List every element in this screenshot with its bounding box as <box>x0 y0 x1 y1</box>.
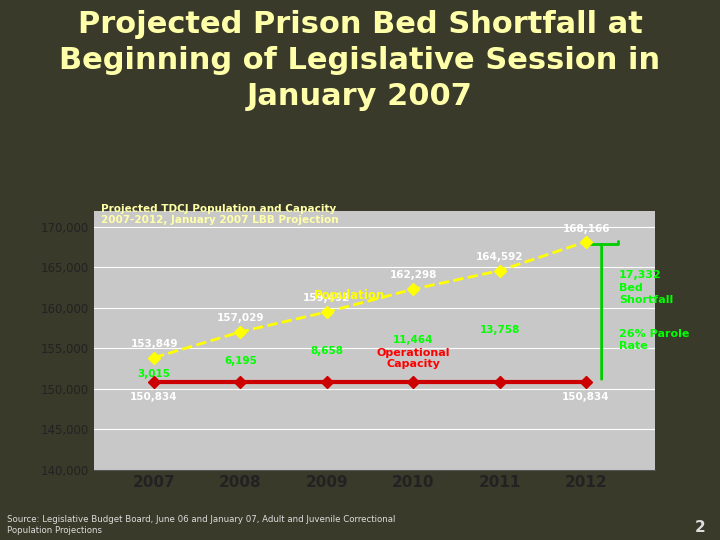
Text: 2: 2 <box>695 519 706 535</box>
Text: 150,834: 150,834 <box>562 392 610 402</box>
Text: Source: Legislative Budget Board, June 06 and January 07, Adult and Juvenile Cor: Source: Legislative Budget Board, June 0… <box>7 515 395 535</box>
Text: 164,592: 164,592 <box>476 252 523 262</box>
Text: 13,758: 13,758 <box>480 326 520 335</box>
Text: 3,015: 3,015 <box>138 369 171 379</box>
Text: 17,332
Bed
Shortfall: 17,332 Bed Shortfall <box>619 270 673 305</box>
Text: Projected Prison Bed Shortfall at
Beginning of Legislative Session in
January 20: Projected Prison Bed Shortfall at Beginn… <box>60 10 660 111</box>
Text: Population: Population <box>314 289 385 302</box>
Text: 11,464: 11,464 <box>393 335 433 345</box>
Text: 159,492: 159,492 <box>303 293 351 303</box>
Text: 150,834: 150,834 <box>130 392 178 402</box>
Text: Projected TDCJ Population and Capacity
2007-2012, January 2007 LBB Projection: Projected TDCJ Population and Capacity 2… <box>101 204 338 225</box>
Text: 168,166: 168,166 <box>562 224 610 234</box>
Text: 153,849: 153,849 <box>130 339 178 349</box>
Text: 162,298: 162,298 <box>390 271 437 280</box>
Text: 26% Parole
Rate: 26% Parole Rate <box>619 329 689 352</box>
Text: 157,029: 157,029 <box>217 313 264 323</box>
Text: Operational
Capacity: Operational Capacity <box>377 348 450 369</box>
Text: 6,195: 6,195 <box>224 356 257 366</box>
Text: 8,658: 8,658 <box>310 346 343 356</box>
